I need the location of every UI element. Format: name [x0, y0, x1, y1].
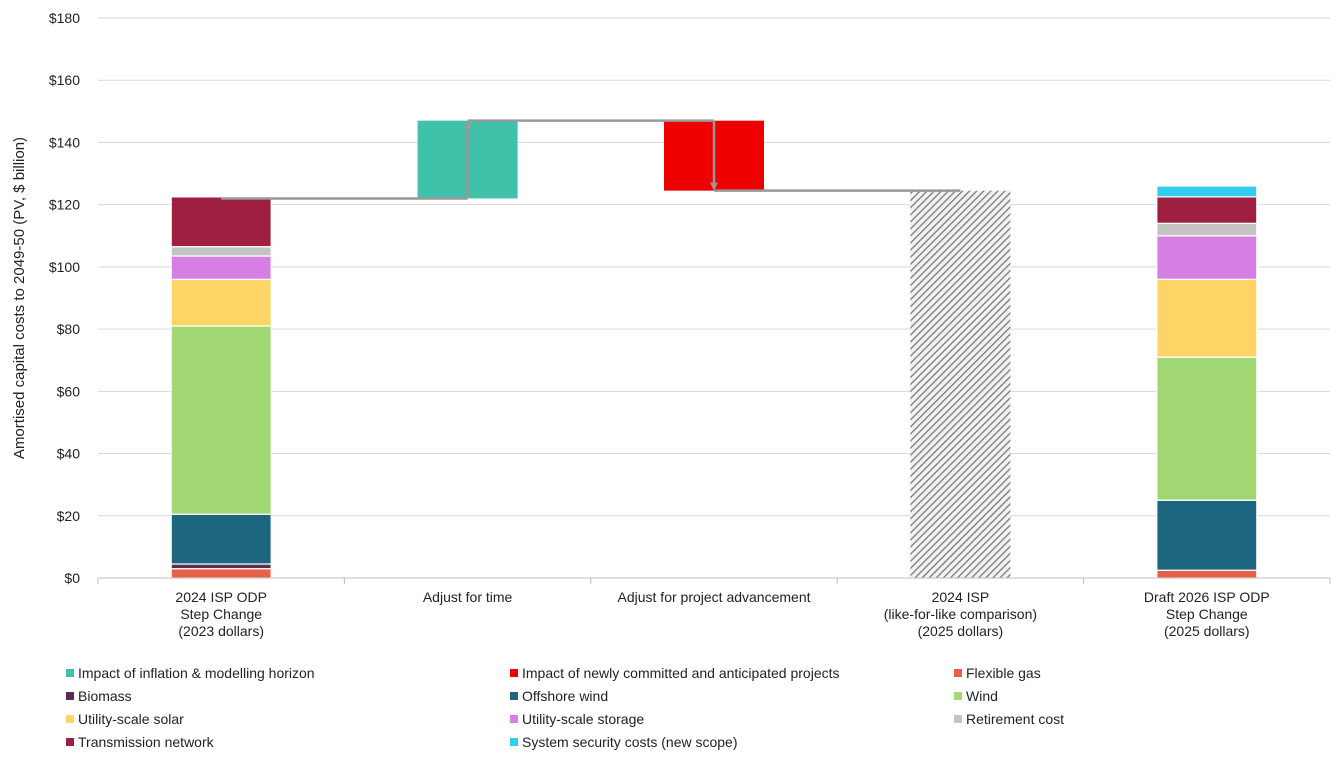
- category-label-line: Adjust for time: [423, 589, 513, 605]
- bar-segment-offshore-wind: [1156, 499, 1258, 571]
- legend-label: System security costs (new scope): [522, 734, 738, 750]
- legend-label: Biomass: [78, 688, 132, 704]
- legend-swatch: [510, 738, 518, 746]
- y-tick-label: $60: [57, 383, 81, 399]
- category-label: Draft 2026 ISP ODP Step Change (2025 dolla…: [1144, 589, 1270, 639]
- legend-swatch: [510, 715, 518, 723]
- legend-label: Transmission network: [78, 734, 214, 750]
- y-tick-label: $0: [64, 570, 80, 586]
- bar-segment-system-security-costs-new-scope-: [1156, 185, 1258, 198]
- category-label-line: Step Change: [1166, 606, 1248, 622]
- legend-item: Utility-scale storage: [510, 709, 954, 729]
- legend-item: Offshore wind: [510, 686, 954, 706]
- gridlines: [98, 17, 1330, 517]
- legend-label: Impact of newly committed and anticipate…: [522, 665, 840, 681]
- y-tick-label: $120: [49, 197, 80, 213]
- category-label-line: (2025 dollars): [1164, 623, 1250, 639]
- bar-segment-utility-scale-solar: [170, 278, 272, 327]
- legend-item: Transmission network: [66, 732, 510, 752]
- legend-swatch: [66, 692, 74, 700]
- bar-segment-transmission-network: [1156, 196, 1258, 224]
- y-tick-label: $140: [49, 134, 80, 150]
- bar-segment-flexible-gas: [1156, 569, 1258, 579]
- legend-label: Offshore wind: [522, 688, 609, 704]
- category-label-line: (2025 dollars): [918, 623, 1004, 639]
- bar-segment-transmission-network: [170, 196, 272, 248]
- y-axis-label: Amortised capital costs to 2049-50 (PV, …: [11, 137, 28, 459]
- category-labels: 2024 ISP ODP Step Change (2023 dollars)Adj…: [175, 589, 1269, 639]
- legend-item: Impact of inflation & modelling horizon: [66, 663, 510, 683]
- legend-label: Wind: [966, 688, 998, 704]
- waterfall-connectors: [221, 119, 961, 200]
- legend-swatch: [510, 692, 518, 700]
- bar-segment-utility-scale-storage: [1156, 235, 1258, 280]
- legend-item: System security costs (new scope): [510, 732, 954, 752]
- legend-label: Impact of inflation & modelling horizon: [78, 665, 315, 681]
- legend-item: Retirement cost: [954, 709, 1254, 729]
- y-tick-label: $180: [49, 10, 80, 26]
- category-label-line: Adjust for project advancement: [618, 589, 811, 605]
- bar-segment-utility-scale-solar: [1156, 278, 1258, 358]
- legend-item: Biomass: [66, 686, 510, 706]
- category-label: 2024 ISP (like-for-like comparison) (2025 …: [884, 589, 1037, 639]
- legend-label: Utility-scale solar: [78, 711, 184, 727]
- legend-label: Retirement cost: [966, 711, 1065, 727]
- connector-arrow-up: [463, 120, 472, 129]
- category-label: Adjust for time: [423, 589, 513, 605]
- legend: Impact of inflation & modelling horizon I…: [66, 663, 1266, 752]
- legend-swatch: [510, 669, 518, 677]
- category-label-line: Draft 2026 ISP ODP: [1144, 589, 1270, 605]
- category-label: 2024 ISP ODP Step Change (2023 dollars): [175, 589, 267, 639]
- bar-segment-retirement-cost: [1156, 222, 1258, 237]
- y-tick-label: $160: [49, 72, 80, 88]
- legend-swatch: [954, 692, 962, 700]
- bar-segment-offshore-wind: [170, 513, 272, 565]
- bar-segment-biomass: [170, 563, 272, 570]
- category-label: Adjust for project advancement: [618, 589, 811, 605]
- legend-swatch: [66, 738, 74, 746]
- y-tick-label: $40: [57, 446, 81, 462]
- legend-label: Utility-scale storage: [522, 711, 645, 727]
- legend-swatch: [66, 669, 74, 677]
- legend-swatch: [954, 715, 962, 723]
- y-tick-label: $20: [57, 508, 81, 524]
- bar-segment-flexible-gas: [170, 568, 272, 579]
- legend-item: Wind: [954, 686, 1254, 706]
- legend-swatch: [66, 715, 74, 723]
- category-label-line: 2024 ISP: [932, 589, 990, 605]
- category-label-line: 2024 ISP ODP: [175, 589, 267, 605]
- bar-segment-wind: [170, 325, 272, 515]
- bar-segment-retirement-cost: [170, 246, 272, 257]
- legend-item: Flexible gas: [954, 663, 1254, 683]
- legend-item: Impact of newly committed and anticipate…: [510, 663, 954, 683]
- connector-arrow-down: [710, 182, 718, 191]
- x-axis: [97, 577, 1331, 584]
- y-tick-label: $80: [57, 321, 81, 337]
- bar-like-for-like: [910, 190, 1011, 578]
- category-label-line: Step Change: [180, 606, 262, 622]
- legend-item: Utility-scale solar: [66, 709, 510, 729]
- category-label-line: (2023 dollars): [178, 623, 264, 639]
- y-axis-ticks: $0 $20 $40 $60 $80 $100 $120 $140 $160 $180: [49, 10, 80, 586]
- bar-segment-wind: [1156, 356, 1258, 501]
- y-tick-label: $100: [49, 259, 80, 275]
- bar-segment-utility-scale-storage: [170, 255, 272, 280]
- legend-label: Flexible gas: [966, 665, 1041, 681]
- legend-swatch: [954, 669, 962, 677]
- category-label-line: (like-for-like comparison): [884, 606, 1037, 622]
